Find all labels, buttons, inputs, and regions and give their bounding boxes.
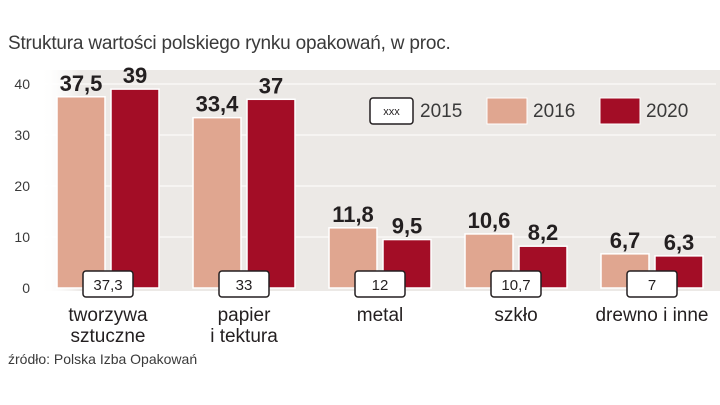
category-label: metal	[357, 305, 403, 326]
data-label-2020: 8,2	[528, 220, 559, 245]
data-label-2016: 6,7	[610, 228, 641, 253]
y-tick-label: 0	[22, 280, 30, 296]
legend-swatch-2015	[369, 97, 414, 125]
y-tick-label: 40	[14, 76, 30, 92]
data-label-2016: 33,4	[196, 92, 240, 117]
legend-label-2015: 2015	[420, 101, 462, 122]
legend-swatch-2020	[599, 97, 641, 125]
data-label-2020: 6,3	[664, 230, 695, 255]
bar-2020	[246, 98, 296, 289]
data-label-2015: 37,3	[93, 277, 122, 294]
category-label: papier	[218, 305, 271, 326]
data-label-2016: 10,6	[468, 208, 511, 233]
data-label-2020: 37	[259, 73, 283, 98]
bar-2016	[56, 96, 106, 289]
data-label-2015-box	[490, 270, 542, 298]
legend-label-2020: 2020	[646, 101, 688, 122]
bar-2016	[192, 116, 242, 289]
data-label-2015: 7	[648, 277, 656, 294]
data-label-2016: 37,5	[60, 71, 103, 96]
chart-source: źródło: Polska Izba Opakowań	[8, 351, 198, 367]
category-label: tworzywa	[68, 305, 148, 326]
category-label: drewno i inne	[595, 305, 708, 326]
data-label-2015: 12	[372, 277, 389, 294]
data-label-2015: 10,7	[501, 277, 530, 294]
category-label: szkło	[494, 305, 537, 326]
legend-swatch-2016	[486, 97, 528, 125]
category-label: sztuczne	[71, 326, 146, 347]
data-label-2016: 11,8	[332, 202, 374, 227]
y-tick-label: 20	[14, 178, 30, 194]
data-label-2015-box	[354, 270, 406, 298]
legend: xxx 2015 2016 2020	[369, 97, 688, 125]
data-label-2015-box	[218, 270, 270, 298]
data-label-2020: 9,5	[392, 214, 423, 239]
bar-2020	[110, 88, 160, 289]
data-label-2020: 39	[123, 63, 147, 88]
y-tick-label: 10	[14, 229, 30, 245]
category-label: i tektura	[210, 326, 278, 347]
data-label-2015-box	[82, 270, 134, 298]
data-label-2015: 33	[236, 277, 253, 294]
chart-title: Struktura wartości polskiego rynku opako…	[8, 33, 451, 54]
data-label-2015-box	[626, 270, 678, 298]
legend-label-2016: 2016	[533, 101, 575, 122]
legend-sample-text: xxx	[383, 106, 400, 118]
y-tick-label: 30	[14, 127, 30, 143]
bars-layer	[56, 88, 704, 289]
